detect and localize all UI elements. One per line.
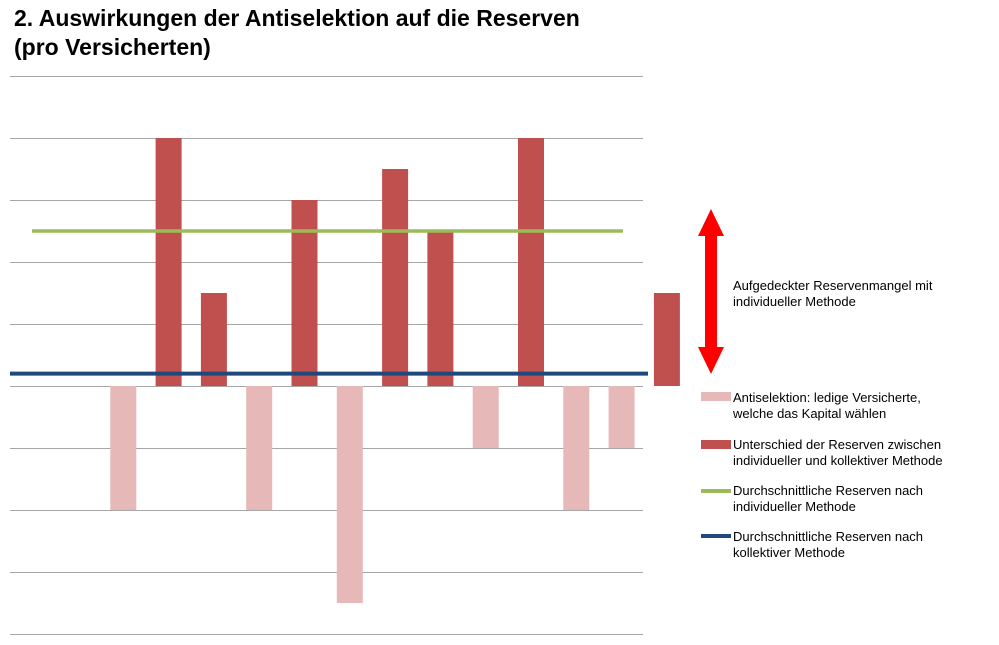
bar-antiselection	[472, 386, 499, 448]
bar-difference	[518, 138, 544, 386]
arrow-annotation-line1: Aufgedeckter Reservenmangel mit	[733, 278, 933, 293]
legend-item-avg-individual: Durchschnittliche Reserven nach individu…	[733, 483, 923, 515]
legend-label-line2: individueller Methode	[733, 499, 856, 514]
bar-difference	[291, 200, 318, 386]
legend-swatch	[701, 489, 731, 493]
legend-swatches	[701, 392, 731, 538]
chart-title-line1: 2. Auswirkungen der Antiselektion auf di…	[14, 5, 580, 31]
double-arrow-icon	[698, 209, 724, 374]
bar-antiselection	[336, 386, 363, 603]
legend-item-avg-collective: Durchschnittliche Reserven nach kollekti…	[733, 529, 923, 561]
grid-lines	[10, 76, 643, 635]
bar-difference	[155, 138, 182, 386]
bar-difference	[200, 293, 227, 386]
bar-antiselection	[110, 386, 137, 510]
legend-label-line1: Durchschnittliche Reserven nach	[733, 529, 924, 544]
average-lines	[10, 229, 648, 376]
bar-difference	[427, 231, 454, 386]
legend-label-line2: individueller und kollektiver Methode	[733, 453, 943, 468]
legend-swatch	[701, 534, 731, 538]
bar-difference	[382, 169, 409, 386]
legend-label-line2: kollektiver Methode	[733, 545, 845, 560]
legend-item-difference: Unterschied der Reserven zwischen indivi…	[733, 437, 943, 469]
bar-difference	[653, 293, 680, 386]
chart-title: 2. Auswirkungen der Antiselektion auf di…	[14, 4, 674, 62]
bars	[110, 138, 680, 603]
legend-label-line1: Unterschied der Reserven zwischen	[733, 437, 942, 452]
legend-item-antiselection: Antiselektion: ledige Versicherte, welch…	[733, 390, 921, 422]
bar-antiselection	[608, 386, 635, 448]
arrow-annotation-line2: individueller Methode	[733, 294, 856, 309]
legend-label-line1: Durchschnittliche Reserven nach	[733, 483, 924, 498]
bar-antiselection	[563, 386, 590, 510]
bar-antiselection	[246, 386, 273, 510]
arrow-annotation: Aufgedeckter Reservenmangel mit individu…	[733, 278, 932, 310]
legend-swatch	[701, 440, 731, 449]
legend-label-line2: welche das Kapital wählen	[733, 406, 887, 421]
legend-label-line1: Antiselektion: ledige Versicherte,	[733, 390, 921, 405]
chart-title-line2: (pro Versicherten)	[14, 34, 211, 60]
legend-swatch	[701, 392, 731, 401]
double-arrow-shape	[698, 209, 724, 374]
